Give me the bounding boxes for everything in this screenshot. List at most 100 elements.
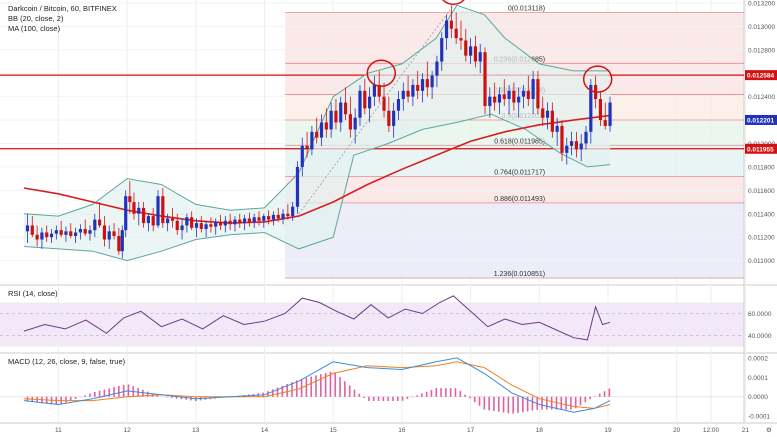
candle-body bbox=[401, 90, 405, 100]
fib-zone bbox=[285, 202, 744, 279]
candle-body bbox=[295, 166, 300, 207]
macd-histogram-bar bbox=[113, 387, 115, 397]
price-tag-label: 0.012584 bbox=[747, 73, 774, 80]
candle-body bbox=[35, 234, 39, 240]
candle-body bbox=[444, 20, 449, 39]
candle-body bbox=[128, 196, 132, 203]
time-tick-label: 12 bbox=[123, 427, 131, 434]
candle-body bbox=[550, 110, 554, 132]
highlight-circle bbox=[442, 0, 465, 6]
rsi-legend: RSI (14, close) bbox=[8, 289, 58, 298]
macd-histogram-bar bbox=[493, 396, 495, 412]
candle-body bbox=[132, 202, 136, 214]
macd-histogram-bar bbox=[401, 396, 404, 401]
time-tick-label: 11 bbox=[55, 427, 62, 434]
time-tick-label: 12:00 bbox=[703, 427, 720, 434]
candle-body bbox=[339, 102, 343, 123]
macd-histogram-bar bbox=[459, 390, 462, 397]
macd-histogram-bar bbox=[464, 394, 466, 397]
candle-body bbox=[608, 102, 612, 126]
macd-histogram-bar bbox=[526, 396, 529, 412]
macd-histogram-bar bbox=[598, 393, 601, 397]
macd-legend: MACD (12, 26, close, 9, false, true) bbox=[8, 357, 126, 366]
macd-histogram-bar bbox=[295, 380, 298, 397]
macd-histogram-bar bbox=[180, 396, 183, 400]
macd-line bbox=[23, 357, 611, 413]
candle-body bbox=[40, 232, 44, 240]
time-tick-label: 21 bbox=[742, 427, 750, 434]
candle-body bbox=[430, 75, 434, 88]
candle-body bbox=[88, 230, 92, 234]
macd-histogram-bar bbox=[339, 377, 341, 397]
candle-body bbox=[569, 141, 574, 146]
price-tick-label: 0.012800 bbox=[748, 47, 775, 54]
candle-body bbox=[396, 99, 401, 111]
candle-body bbox=[185, 217, 189, 226]
candle-body bbox=[257, 217, 261, 221]
bb-lower-line bbox=[23, 113, 611, 262]
macd-histogram-bar bbox=[94, 391, 96, 397]
candle-body bbox=[555, 125, 559, 132]
time-tick-label: 14 bbox=[261, 427, 269, 434]
price-tag-label: 0.012201 bbox=[747, 117, 774, 124]
macd-histogram-bar bbox=[483, 396, 486, 410]
macd-histogram-bar bbox=[329, 371, 332, 397]
time-tick-label: 16 bbox=[398, 427, 406, 434]
macd-histogram-bar bbox=[69, 396, 72, 401]
candle-body bbox=[483, 52, 487, 107]
fib-level-label: 1.236(0.010851) bbox=[494, 271, 545, 278]
macd-histogram-bar bbox=[396, 396, 399, 402]
candle-body bbox=[199, 223, 203, 229]
candle-body bbox=[565, 145, 569, 153]
candle-body bbox=[242, 218, 247, 224]
macd-histogram-bar bbox=[348, 385, 351, 397]
price-tick-label: 0.011000 bbox=[748, 258, 775, 265]
candle-body bbox=[473, 46, 478, 62]
candle-body bbox=[334, 110, 338, 123]
candle-body bbox=[512, 90, 516, 103]
fib-level-label: 0.764(0.011717) bbox=[494, 170, 545, 177]
candle-body bbox=[353, 117, 357, 130]
candle-body bbox=[25, 225, 30, 232]
rsi-line bbox=[23, 295, 611, 341]
candle-body bbox=[120, 230, 124, 252]
macd-histogram-bar bbox=[392, 396, 394, 402]
candle-body bbox=[59, 230, 63, 235]
candle-body bbox=[329, 110, 333, 130]
price-tag bbox=[745, 70, 777, 81]
candle-body bbox=[377, 84, 381, 97]
candle-body bbox=[305, 145, 309, 150]
time-tick-label: 18 bbox=[536, 427, 544, 434]
macd-histogram-bar bbox=[430, 389, 433, 397]
macd-histogram-bar bbox=[425, 391, 428, 397]
highlight-circle bbox=[582, 65, 613, 93]
price-tick-label: 0.013000 bbox=[748, 24, 775, 31]
candle-body bbox=[69, 231, 73, 236]
macd-histogram-bar bbox=[478, 396, 481, 406]
candle-body bbox=[310, 131, 314, 150]
price-tag bbox=[745, 143, 777, 154]
candle-body bbox=[521, 90, 526, 97]
candle-body bbox=[228, 220, 232, 225]
candle-body bbox=[233, 219, 237, 225]
macd-histogram-bar bbox=[608, 388, 611, 397]
candle-body bbox=[497, 94, 502, 103]
macd-histogram-bar bbox=[334, 372, 337, 397]
candle-body bbox=[214, 221, 218, 227]
macd-histogram-bar bbox=[89, 393, 91, 397]
fib-level-label: 0(0.013118) bbox=[508, 6, 545, 13]
macd-histogram-bar bbox=[387, 396, 389, 402]
candle-body bbox=[175, 220, 179, 231]
candle-body bbox=[247, 218, 251, 222]
macd-histogram-bar bbox=[406, 396, 409, 399]
settings-icon[interactable]: ⚙ bbox=[766, 426, 772, 434]
time-tick-label: 15 bbox=[330, 427, 338, 434]
price-tick-label: 0.013200 bbox=[748, 1, 775, 8]
macd-histogram-bar bbox=[185, 396, 187, 400]
macd-tick-label: 0.0000 bbox=[748, 394, 768, 401]
macd-histogram-bar bbox=[276, 387, 279, 397]
macd-histogram-bar bbox=[574, 396, 577, 409]
candle-body bbox=[368, 96, 372, 109]
